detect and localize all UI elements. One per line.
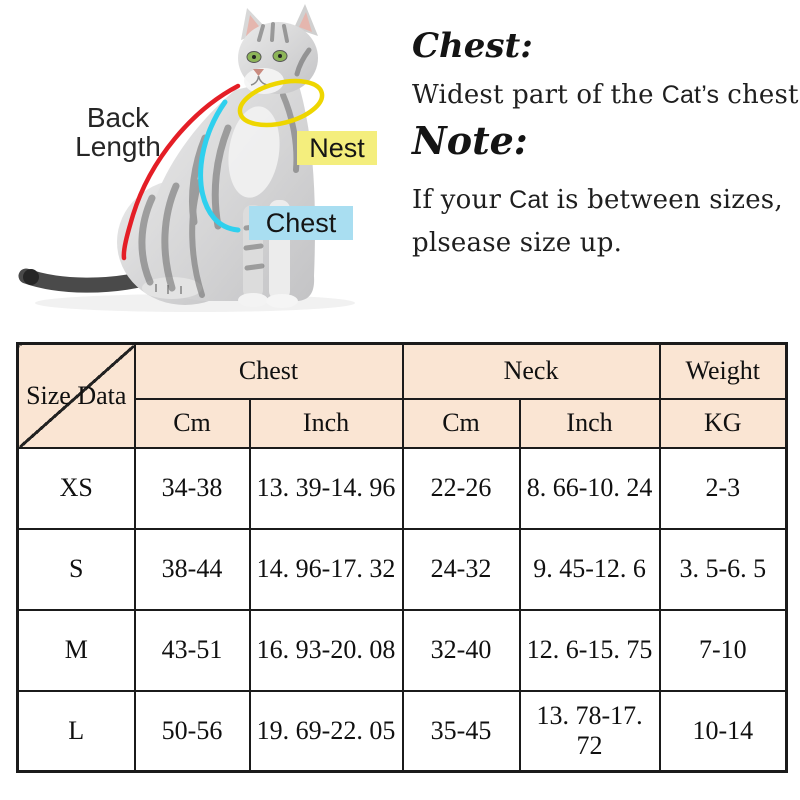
neck-inch-cell: 9. 45-12. 6 xyxy=(518,527,661,611)
chest-desc-suffix: chest xyxy=(727,80,799,110)
chest-cm-cell: 43-51 xyxy=(133,608,251,692)
back-length-label-line1: Back xyxy=(86,102,150,133)
col-group-weight: Weight xyxy=(658,342,788,400)
neck-cm-cell: 24-32 xyxy=(401,527,521,611)
col-group-neck: Neck xyxy=(401,342,661,400)
chest-label: Chest xyxy=(249,206,353,240)
back-length-label: Back Length xyxy=(62,103,174,162)
weight-kg-cell: 2-3 xyxy=(658,446,788,530)
table-row: XS 34-38 13. 39-14. 96 22-26 8. 66-10. 2… xyxy=(16,446,788,530)
unit-header-neck-cm: Cm xyxy=(401,397,521,449)
weight-kg-cell: 7-10 xyxy=(658,608,788,692)
neck-cm-cell: 32-40 xyxy=(401,608,521,692)
note-line1-subject: Cat xyxy=(509,186,549,214)
neck-cm-cell: 22-26 xyxy=(401,446,521,530)
note-line1-prefix: If your xyxy=(412,185,502,215)
chest-cm-cell: 38-44 xyxy=(133,527,251,611)
chest-heading: Chest: xyxy=(412,26,533,66)
neck-inch-cell: 13. 78-17. 72 xyxy=(518,689,661,773)
table-row: L 50-56 19. 69-22. 05 35-45 13. 78-17. 7… xyxy=(16,689,788,773)
chest-measure-line xyxy=(198,99,241,233)
back-length-measure-line xyxy=(121,83,241,261)
chest-cm-cell: 34-38 xyxy=(133,446,251,530)
chest-inch-cell: 19. 69-22. 05 xyxy=(248,689,404,773)
neck-inch-cell: 12. 6-15. 75 xyxy=(518,608,661,692)
col-group-chest: Chest xyxy=(133,342,404,400)
chest-desc-prefix: Widest part of the xyxy=(412,80,654,110)
size-chart-table: Size Data Chest Neck Weight Cm Inch Cm I… xyxy=(16,342,789,773)
size-cell: S xyxy=(16,527,136,611)
chest-inch-cell: 14. 96-17. 32 xyxy=(248,527,404,611)
table-row: S 38-44 14. 96-17. 32 24-32 9. 45-12. 6 … xyxy=(16,527,788,611)
neck-measure-ring xyxy=(237,78,325,128)
chest-description: Widest part of the Cat’s chest xyxy=(412,80,798,110)
weight-kg-cell: 10-14 xyxy=(658,689,788,773)
chest-cm-cell: 50-56 xyxy=(133,689,251,773)
size-cell: XS xyxy=(16,446,136,530)
neck-inch-cell: 8. 66-10. 24 xyxy=(518,446,661,530)
note-line1-suffix: is between sizes, xyxy=(556,185,783,215)
weight-kg-cell: 3. 5-6. 5 xyxy=(658,527,788,611)
size-cell: M xyxy=(16,608,136,692)
note-line1: If your Cat is between sizes, xyxy=(412,185,798,215)
chest-inch-cell: 16. 93-20. 08 xyxy=(248,608,404,692)
table-unit-header-row: Cm Inch Cm Inch KG xyxy=(18,397,788,449)
size-cell: L xyxy=(16,689,136,773)
note-heading: Note: xyxy=(412,118,528,163)
note-line2: plsease size up. xyxy=(412,228,623,258)
neck-cm-cell: 35-45 xyxy=(401,689,521,773)
nest-label: Nest xyxy=(297,131,377,165)
cat-nose xyxy=(253,69,264,76)
table-corner-cell: Size Data xyxy=(16,342,136,449)
unit-header-chest-inch: Inch xyxy=(248,397,404,449)
cat-illustration xyxy=(18,4,355,312)
table-row: M 43-51 16. 93-20. 08 32-40 12. 6-15. 75… xyxy=(16,608,788,692)
unit-header-weight-kg: KG xyxy=(658,397,788,449)
chest-inch-cell: 13. 39-14. 96 xyxy=(248,446,404,530)
table-group-header-row: Size Data Chest Neck Weight xyxy=(16,342,788,449)
unit-header-neck-inch: Inch xyxy=(518,397,661,449)
chest-desc-subject: Cat’s xyxy=(661,81,720,109)
unit-header-chest-cm: Cm xyxy=(133,397,251,449)
back-length-label-line2: Length xyxy=(75,131,161,163)
